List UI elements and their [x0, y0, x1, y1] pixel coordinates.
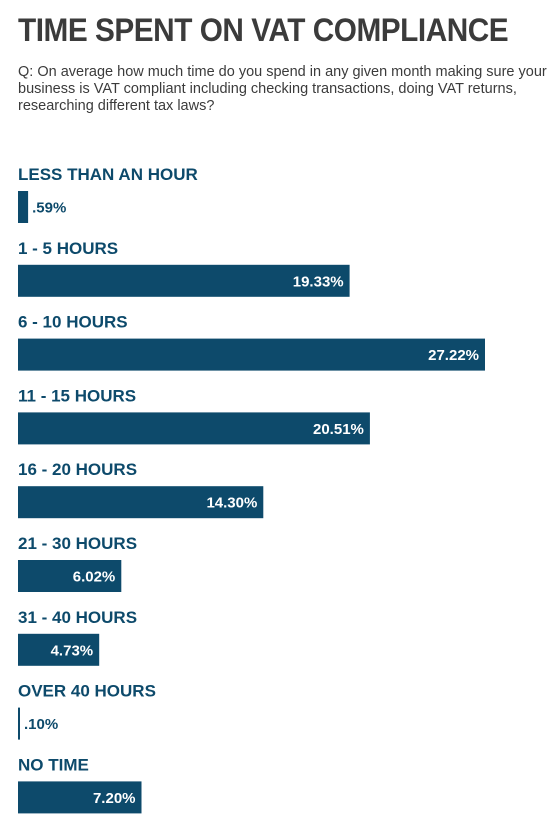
category-label: LESS THAN AN HOUR — [18, 165, 198, 184]
bar — [18, 781, 142, 814]
bar — [18, 338, 485, 371]
category-label: 21 - 30 HOURS — [18, 534, 137, 553]
value-label: 7.20% — [93, 790, 136, 807]
bar — [18, 412, 370, 445]
value-label: .10% — [24, 716, 58, 733]
category-label: NO TIME — [18, 755, 89, 774]
bar — [18, 560, 122, 592]
category-label: 6 - 10 HOURS — [18, 313, 128, 332]
category-label: 16 - 20 HOURS — [18, 460, 137, 479]
bar — [18, 264, 350, 297]
value-label: 20.51% — [313, 421, 364, 438]
value-label: 6.02% — [73, 569, 116, 586]
value-label: 19.33% — [293, 273, 344, 290]
value-label: 4.73% — [51, 642, 94, 659]
category-label: 1 - 5 HOURS — [18, 239, 118, 258]
survey-question: Q: On average how much time do you spend… — [18, 64, 547, 114]
value-label: 27.22% — [428, 347, 479, 364]
bar — [18, 191, 29, 223]
bar — [18, 633, 100, 666]
chart-title: TIME SPENT ON VAT COMPLIANCE — [18, 12, 509, 48]
category-label: 11 - 15 HOURS — [18, 386, 136, 405]
value-label: .59% — [32, 200, 66, 217]
category-label: OVER 40 HOURS — [18, 682, 156, 701]
bar — [18, 486, 264, 519]
category-label: 31 - 40 HOURS — [18, 608, 137, 627]
value-label: 14.30% — [206, 495, 257, 512]
bar — [18, 707, 20, 740]
